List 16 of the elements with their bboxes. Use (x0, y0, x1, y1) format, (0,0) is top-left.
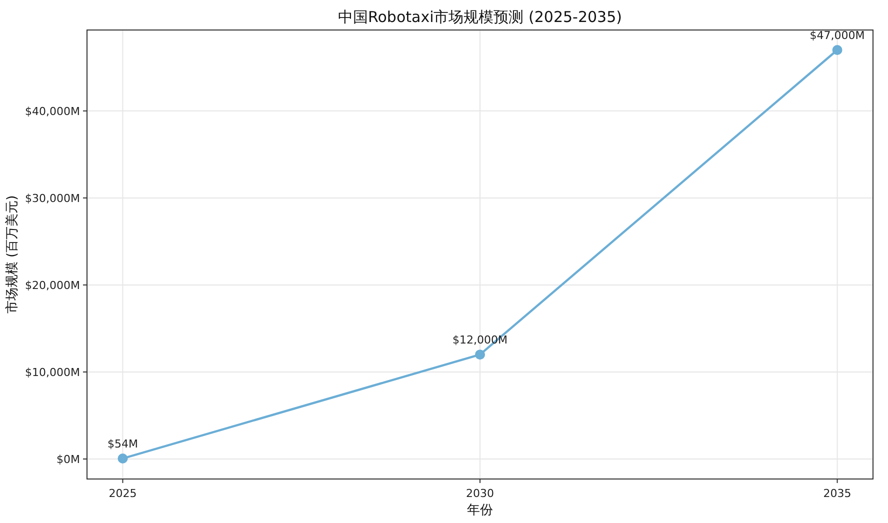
x-axis-title: 年份 (467, 503, 493, 518)
x-tick-label: 2025 (108, 487, 137, 500)
y-tick-label: $20,000M (25, 278, 80, 292)
y-tick-label: $40,000M (25, 104, 80, 118)
chart-title: 中国Robotaxi市场规模预测 (2025-2035) (338, 8, 622, 26)
point (118, 454, 128, 464)
x-tick-label: 2030 (466, 487, 494, 500)
y-tick-label: $0M (56, 452, 80, 466)
data-label: $47,000M (810, 29, 865, 42)
x-tick-label: 2035 (823, 487, 852, 500)
point (475, 350, 485, 360)
y-axis-title: 市场规模 (百万美元) (4, 195, 20, 314)
y-tick-label: $10,000M (25, 366, 80, 379)
data-label: $54M (107, 438, 138, 451)
point (832, 45, 842, 56)
y-tick-label: $30,000M (25, 192, 80, 205)
